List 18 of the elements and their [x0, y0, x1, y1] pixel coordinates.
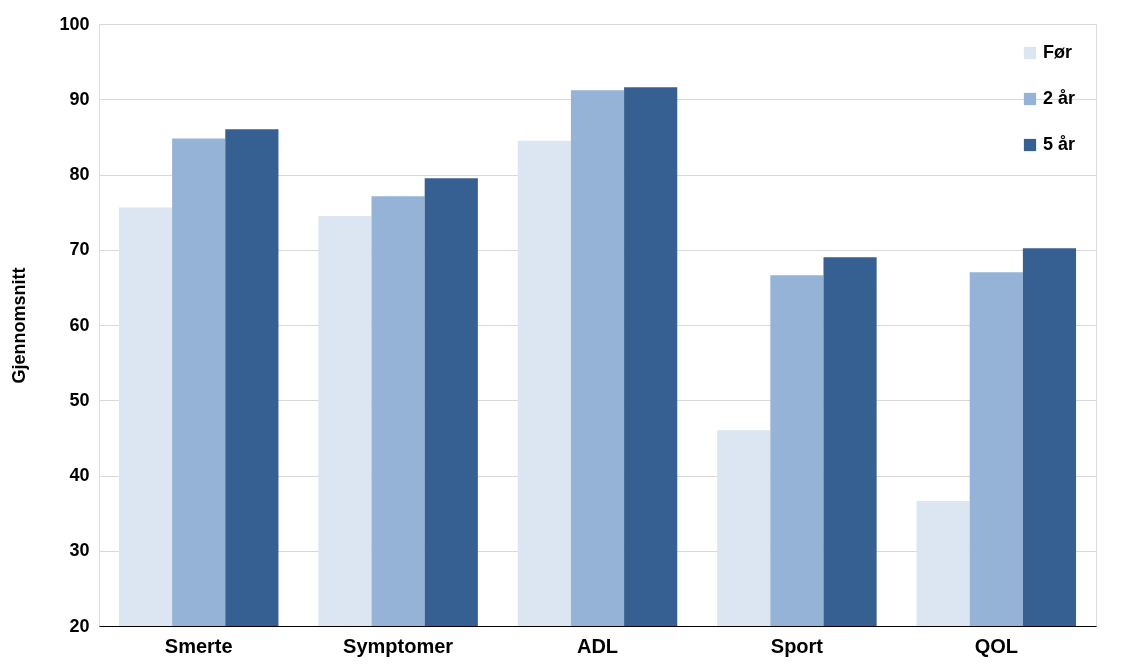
y-tick-label: 30: [69, 540, 90, 561]
y-tick-label: 50: [69, 389, 90, 410]
x-tick-label: ADL: [576, 634, 619, 657]
y-tick-label: 40: [69, 465, 90, 485]
legend-label: 5 år: [1043, 134, 1076, 154]
legend-label: Før: [1043, 42, 1072, 62]
y-tick-label: 20: [69, 615, 90, 636]
y-tick-label: 80: [69, 164, 90, 184]
y-tick-label: 90: [69, 88, 90, 109]
y-axis-title: Gjennomsnitt: [9, 267, 30, 384]
y-tick-label: 70: [69, 239, 90, 260]
x-tick-label: QOL: [974, 634, 1018, 657]
x-tick-label: Sport: [770, 634, 824, 657]
y-tick-label: 100: [59, 13, 90, 34]
legend-label: 2 år: [1043, 88, 1076, 108]
x-tick-label: Smerte: [164, 634, 233, 657]
y-tick-label: 60: [69, 314, 90, 335]
x-tick-label: Symptomer: [343, 634, 454, 657]
